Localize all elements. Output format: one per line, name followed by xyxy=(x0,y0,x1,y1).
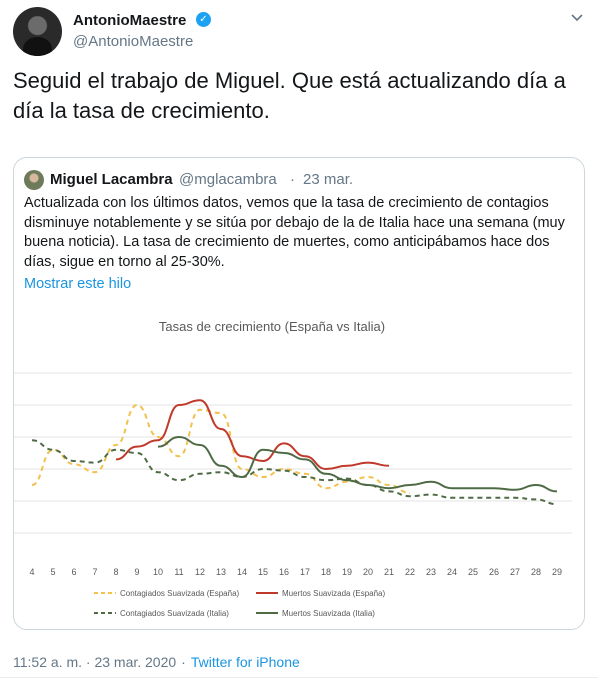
quoted-text: Actualizada con los últimos datos, vemos… xyxy=(24,195,565,270)
x-tick-label: 5 xyxy=(50,567,55,577)
chart-title: Tasas de crecimiento (España vs Italia) xyxy=(159,319,385,334)
chart-series xyxy=(31,399,558,506)
series-line-0 xyxy=(31,403,411,494)
meta-separator: · xyxy=(181,654,186,670)
avatar[interactable] xyxy=(13,7,62,56)
growth-rate-chart[interactable]: Tasas de crecimiento (España vs Italia) … xyxy=(14,303,585,630)
x-tick-label: 19 xyxy=(342,567,352,577)
x-tick-label: 9 xyxy=(134,567,139,577)
x-tick-label: 29 xyxy=(552,567,562,577)
x-tick-label: 11 xyxy=(174,567,183,577)
x-tick-label: 25 xyxy=(468,567,478,577)
author-handle[interactable]: @AntonioMaestre xyxy=(73,33,194,50)
x-tick-label: 10 xyxy=(153,567,163,577)
x-tick-label: 27 xyxy=(510,567,520,577)
tweet-text: Seguid el trabajo de Miguel. Que está ac… xyxy=(13,68,566,123)
x-tick-label: 14 xyxy=(237,567,247,577)
x-tick-label: 6 xyxy=(71,567,76,577)
chart-legend: Contagiados Suavizada (España) Muertos Su… xyxy=(94,589,386,618)
legend-label: Contagiados Suavizada (España) xyxy=(120,589,240,598)
x-tick-label: 12 xyxy=(195,567,205,577)
x-tick-label: 8 xyxy=(113,567,118,577)
x-tick-label: 26 xyxy=(489,567,499,577)
tweet-meta: 11:52 a. m. · 23 mar. 2020 · Twitter for i… xyxy=(13,654,300,670)
series-line-2 xyxy=(31,439,558,506)
author-name[interactable]: AntonioMaestre xyxy=(73,12,187,29)
series-line-3 xyxy=(157,435,558,493)
x-tick-label: 4 xyxy=(29,567,34,577)
timestamp[interactable]: 11:52 a. m. · 23 mar. 2020 xyxy=(13,654,177,670)
x-tick-label: 13 xyxy=(216,567,226,577)
x-axis-ticks: 4 5 6 7 8 9 10 11 12 13 14 15 16 17 18 19 20 21 22 23 24 25 26… xyxy=(29,567,562,577)
legend-label: Contagiados Suavizada (Italia) xyxy=(120,609,229,618)
chevron-down-icon[interactable] xyxy=(570,11,584,25)
x-tick-label: 17 xyxy=(300,567,310,577)
x-tick-label: 22 xyxy=(405,567,415,577)
x-tick-label: 23 xyxy=(426,567,436,577)
chart-gridlines xyxy=(14,372,572,534)
x-tick-label: 7 xyxy=(92,567,97,577)
series-line-1 xyxy=(115,399,390,471)
verified-badge-icon: ✓ xyxy=(196,12,211,27)
x-tick-label: 16 xyxy=(279,567,289,577)
quoted-author-handle: @mglacambra xyxy=(179,171,277,188)
x-tick-label: 21 xyxy=(384,567,394,577)
quoted-dot-separator: · xyxy=(290,171,295,188)
x-tick-label: 15 xyxy=(258,567,268,577)
legend-label: Muertos Suavizada (España) xyxy=(282,589,386,598)
quoted-tweet[interactable]: Miguel Lacambra @mglacambra · 23 mar. Ac… xyxy=(13,157,585,630)
quoted-date: 23 mar. xyxy=(303,171,354,188)
x-tick-label: 20 xyxy=(363,567,373,577)
divider xyxy=(0,677,598,678)
quoted-author-name: Miguel Lacambra xyxy=(50,171,173,188)
quoted-avatar xyxy=(24,170,44,190)
legend-label: Muertos Suavizada (Italia) xyxy=(282,609,375,618)
x-tick-label: 18 xyxy=(321,567,331,577)
show-thread-link[interactable]: Mostrar este hilo xyxy=(24,276,132,292)
x-tick-label: 28 xyxy=(531,567,541,577)
source-link[interactable]: Twitter for iPhone xyxy=(190,654,300,670)
x-tick-label: 24 xyxy=(447,567,457,577)
